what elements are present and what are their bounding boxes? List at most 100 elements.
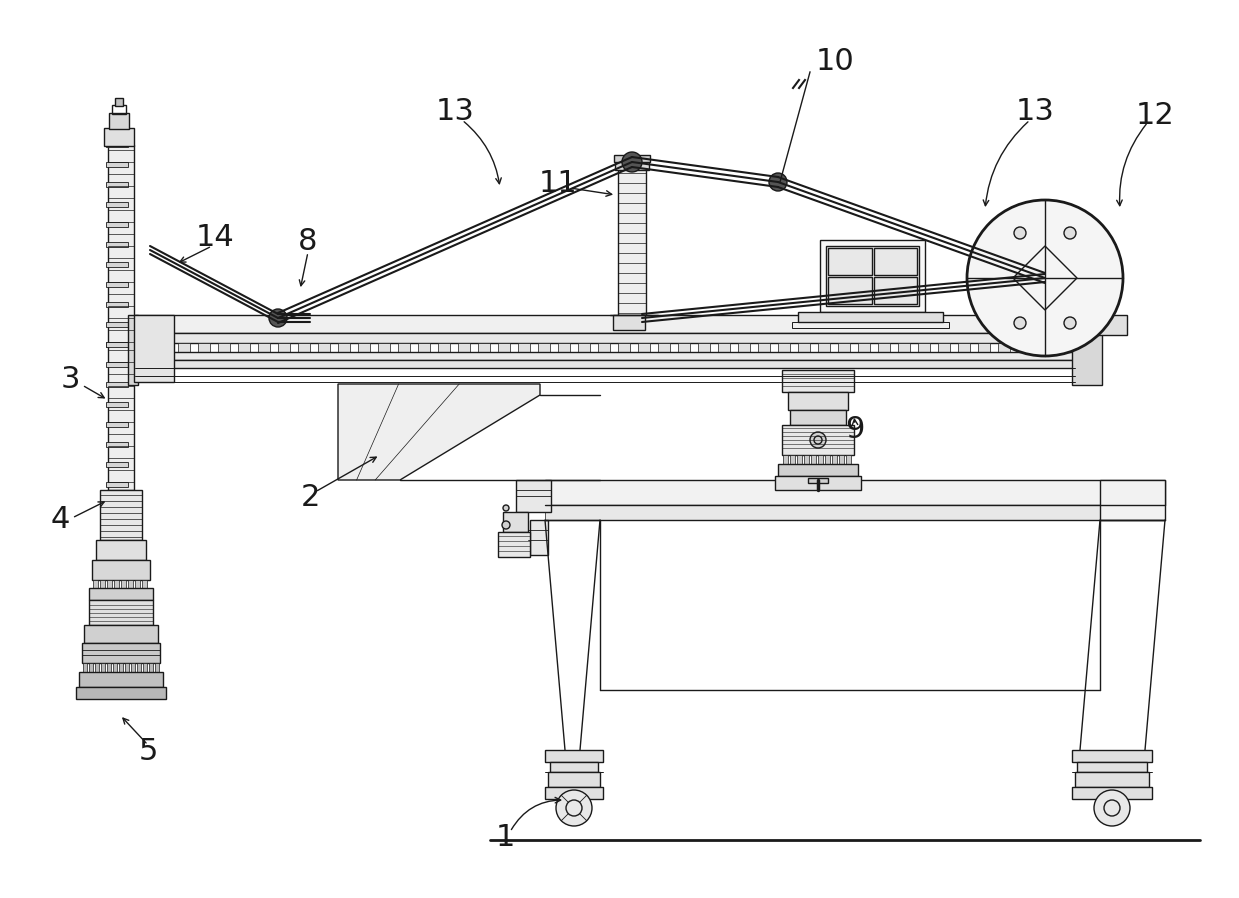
Bar [107, 462, 128, 467]
Bar [812, 455, 817, 464]
Bar [278, 343, 290, 352]
Bar [978, 343, 990, 352]
Bar [808, 478, 828, 483]
Bar [758, 343, 769, 352]
Bar [790, 410, 846, 425]
Bar [100, 490, 142, 540]
Circle shape [556, 790, 592, 826]
Text: 3: 3 [61, 365, 79, 394]
Bar [138, 343, 150, 352]
Bar [418, 343, 430, 352]
Bar [717, 343, 730, 352]
Bar [820, 240, 926, 312]
Bar [155, 663, 159, 672]
Bar [798, 343, 810, 352]
Text: 2: 2 [300, 483, 320, 513]
Bar [107, 262, 128, 267]
Text: 12: 12 [1136, 101, 1175, 129]
Bar [109, 113, 129, 129]
Circle shape [1064, 227, 1075, 239]
Bar [782, 425, 854, 455]
Bar [598, 343, 610, 352]
Circle shape [502, 521, 510, 529]
Bar [134, 315, 173, 382]
Bar [79, 672, 164, 687]
Bar [698, 343, 710, 352]
Bar [1072, 315, 1101, 385]
Text: 5: 5 [139, 737, 157, 767]
Bar [218, 343, 230, 352]
Bar [107, 402, 128, 407]
Bar [918, 343, 930, 352]
Bar [95, 540, 146, 560]
Text: 14: 14 [196, 224, 234, 252]
Bar [1058, 343, 1070, 352]
Bar [159, 343, 170, 352]
Bar [142, 663, 147, 672]
Bar [107, 342, 128, 347]
Bar [82, 643, 160, 663]
Bar [545, 787, 603, 799]
Bar [738, 343, 750, 352]
Bar [107, 322, 128, 327]
Bar [1100, 480, 1165, 520]
Text: 13: 13 [436, 98, 475, 127]
Bar [107, 422, 128, 427]
Bar [107, 362, 128, 367]
Bar [135, 333, 1075, 343]
Bar [825, 455, 830, 464]
Bar [338, 343, 349, 352]
Bar [798, 312, 943, 322]
Bar [84, 625, 159, 643]
Bar [518, 343, 530, 352]
Bar [778, 464, 857, 476]
Bar [638, 343, 650, 352]
Bar [618, 343, 629, 352]
Bar [107, 162, 128, 167]
Bar [142, 580, 147, 588]
Bar [107, 202, 128, 207]
Bar [833, 455, 838, 464]
Bar [135, 352, 1075, 360]
Bar [857, 343, 870, 352]
Circle shape [810, 432, 826, 448]
Bar [478, 343, 489, 352]
Bar [149, 663, 152, 672]
Bar [107, 282, 128, 287]
Bar [108, 145, 134, 345]
Polygon shape [338, 384, 540, 480]
Bar [121, 580, 126, 588]
Bar [1075, 772, 1149, 787]
Bar [828, 277, 872, 304]
Bar [1077, 762, 1147, 772]
Bar [783, 455, 788, 464]
Bar [107, 342, 128, 347]
Bar [1018, 343, 1030, 352]
Text: 1: 1 [496, 823, 514, 852]
Bar [439, 343, 450, 352]
Bar [878, 343, 890, 352]
Bar [826, 246, 919, 306]
Bar [114, 580, 119, 588]
Bar [498, 532, 530, 557]
Circle shape [622, 152, 642, 172]
Bar [538, 343, 550, 352]
Bar [115, 98, 123, 106]
Bar [102, 663, 105, 672]
Bar [107, 222, 128, 227]
Circle shape [269, 309, 287, 327]
Bar [92, 560, 150, 580]
Bar [89, 600, 152, 625]
Bar [873, 277, 917, 304]
Bar [1072, 315, 1127, 335]
Bar [107, 142, 128, 147]
Text: 4: 4 [51, 506, 69, 534]
Bar [107, 182, 128, 187]
Bar [107, 482, 128, 487]
Bar [958, 343, 970, 352]
Bar [1100, 505, 1165, 520]
Bar [358, 343, 370, 352]
Bar [95, 663, 99, 672]
Bar [198, 343, 209, 352]
Text: 10: 10 [815, 48, 855, 76]
